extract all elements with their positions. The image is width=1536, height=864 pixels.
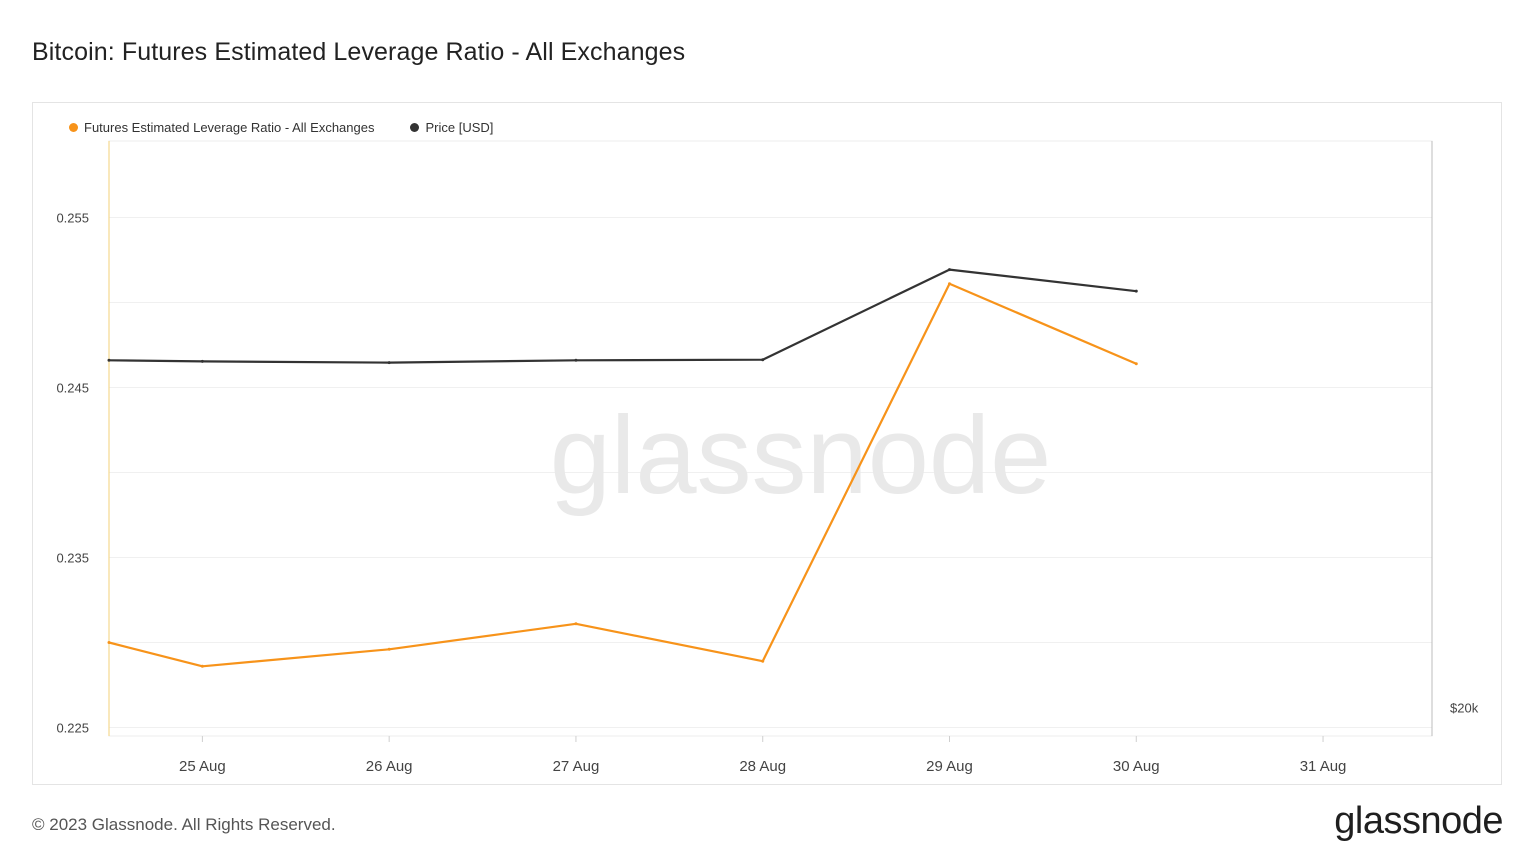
x-tick-label: 31 Aug — [1300, 758, 1347, 775]
legend-dot-price — [410, 123, 420, 132]
page-title: Bitcoin: Futures Estimated Leverage Rati… — [32, 38, 686, 66]
y-left-tick-label: 0.225 — [56, 721, 89, 736]
legend-item-price[interactable]: Price [USD] — [410, 120, 493, 135]
y-right-tick-label: $20k — [1450, 701, 1479, 716]
x-tick-label: 27 Aug — [553, 758, 600, 775]
series-line-price — [107, 268, 1138, 364]
chart-card: Futures Estimated Leverage Ratio - All E… — [32, 102, 1502, 785]
data-point-leverage — [387, 647, 391, 651]
data-point-price — [107, 358, 111, 362]
legend-label-leverage: Futures Estimated Leverage Ratio - All E… — [84, 120, 375, 135]
data-point-leverage — [761, 659, 765, 663]
data-point-price — [947, 268, 951, 272]
legend-item-leverage[interactable]: Futures Estimated Leverage Ratio - All E… — [69, 120, 374, 135]
y-left-tick-label: 0.245 — [56, 381, 89, 396]
y-left-tick-label: 0.235 — [56, 551, 89, 566]
data-point-price — [574, 358, 578, 362]
data-point-price — [387, 361, 391, 365]
data-point-price — [1134, 289, 1138, 293]
data-point-leverage — [200, 664, 204, 668]
legend-dot-leverage — [69, 123, 78, 132]
data-point-leverage — [947, 282, 951, 286]
data-point-leverage — [574, 622, 578, 626]
legend-label-price: Price [USD] — [425, 120, 494, 135]
data-point-leverage — [1134, 362, 1138, 366]
copyright-text: © 2023 Glassnode. All Rights Reserved. — [32, 815, 336, 834]
data-point-price — [200, 359, 204, 363]
data-point-leverage — [107, 641, 111, 644]
x-tick-label: 28 Aug — [739, 758, 786, 775]
y-left-tick-label: 0.255 — [56, 211, 89, 226]
watermark-text: glassnode — [550, 394, 1052, 517]
chart-plot[interactable]: 0.255 0.245 0.235 0.225 $20k 25 Aug 26 Aug 27 A… — [33, 103, 1503, 786]
x-tick-label: 26 Aug — [366, 758, 413, 775]
glassnode-logo[interactable]: glassnode — [1334, 800, 1503, 842]
chart-legend: Futures Estimated Leverage Ratio - All E… — [69, 120, 493, 135]
x-tick-label: 25 Aug — [179, 758, 226, 775]
x-tick-label: 29 Aug — [926, 758, 973, 775]
x-tick-label: 30 Aug — [1113, 758, 1160, 775]
data-point-price — [761, 358, 765, 362]
